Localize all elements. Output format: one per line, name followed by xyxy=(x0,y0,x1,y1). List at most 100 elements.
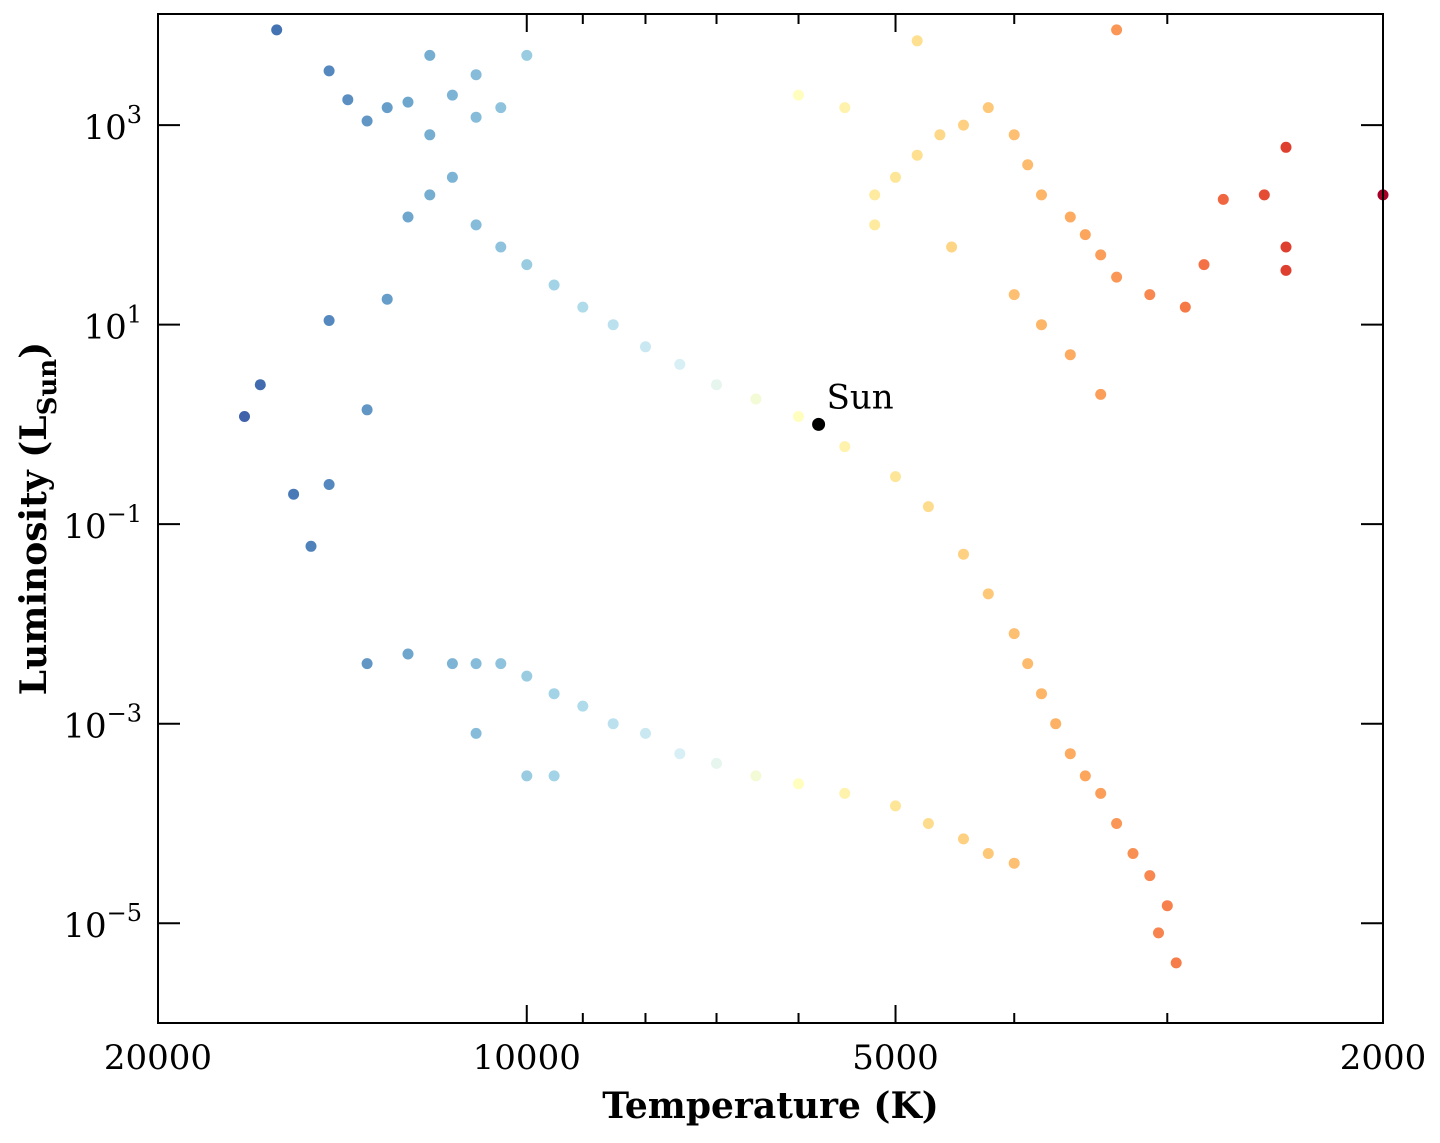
y-axis-title-main: Luminosity (L xyxy=(13,415,55,695)
star-point xyxy=(1170,957,1182,969)
x-tick-label: 20000 xyxy=(104,1038,212,1078)
star-point xyxy=(1111,271,1123,283)
y-axis-title: Luminosity (LSun) xyxy=(13,342,63,695)
star-point xyxy=(1036,189,1047,201)
star-point xyxy=(890,171,901,183)
star-point xyxy=(470,219,482,231)
plot-frame xyxy=(157,13,1384,1024)
star-point xyxy=(1022,159,1034,171)
star-point xyxy=(361,404,373,416)
star-point xyxy=(1036,688,1047,700)
star-point xyxy=(890,471,901,483)
star-point xyxy=(521,670,533,682)
star-point xyxy=(922,818,934,829)
star-point xyxy=(424,129,436,141)
star-point xyxy=(839,441,851,453)
y-axis-title-sub: Sun xyxy=(33,359,63,416)
y-tick-label: 101 xyxy=(83,301,142,348)
x-tick-label: 2000 xyxy=(1340,1038,1427,1078)
star-point xyxy=(323,315,335,326)
star-point xyxy=(323,65,335,77)
scatter-points xyxy=(239,24,1389,969)
star-point xyxy=(1144,870,1156,882)
star-point xyxy=(640,341,651,353)
star-point xyxy=(1111,24,1123,36)
star-point xyxy=(1095,249,1107,261)
star-point xyxy=(1008,857,1020,869)
star-point xyxy=(521,259,533,271)
star-point xyxy=(288,488,300,500)
star-point xyxy=(1095,787,1107,799)
x-axis-title: Temperature (K) xyxy=(602,1085,939,1127)
star-point xyxy=(402,96,414,108)
star-point xyxy=(890,800,901,812)
star-point xyxy=(1022,658,1034,670)
star-point xyxy=(640,727,651,739)
star-point xyxy=(674,748,686,760)
star-point xyxy=(1008,289,1020,301)
star-point xyxy=(869,219,881,231)
star-point xyxy=(495,241,507,253)
star-point xyxy=(793,411,804,422)
star-point xyxy=(982,848,994,859)
star-point xyxy=(911,35,923,47)
star-point xyxy=(521,49,533,61)
star-point xyxy=(674,358,686,370)
star-point xyxy=(1050,718,1062,730)
star-point xyxy=(424,49,436,61)
star-point xyxy=(323,479,335,490)
star-point xyxy=(1079,770,1091,782)
axis-ticks: 20000 10000 5000 2000 103 101 10−1 10−3 10−5 xyxy=(63,14,1426,1078)
star-point xyxy=(470,69,482,81)
star-point xyxy=(711,379,722,391)
star-point xyxy=(446,89,458,101)
star-point xyxy=(548,770,560,782)
star-point xyxy=(1127,848,1139,859)
star-point xyxy=(495,102,507,114)
star-point xyxy=(607,319,619,331)
star-point xyxy=(1153,927,1164,939)
star-point xyxy=(402,211,414,223)
star-point xyxy=(750,393,762,405)
x-tick-label: 10000 xyxy=(473,1038,581,1078)
star-point xyxy=(521,770,533,782)
star-point xyxy=(1280,141,1292,153)
star-point xyxy=(1280,264,1292,276)
star-point xyxy=(1144,289,1156,301)
star-point xyxy=(711,757,722,769)
star-point xyxy=(982,102,994,114)
star-point xyxy=(934,129,946,141)
star-point xyxy=(254,379,266,391)
y-tick-label: 10−1 xyxy=(63,500,142,547)
x-tick-label: 5000 xyxy=(852,1038,939,1078)
star-point xyxy=(342,94,354,106)
star-point xyxy=(793,778,804,790)
star-point xyxy=(446,658,458,670)
star-point xyxy=(1179,301,1191,313)
star-point xyxy=(424,189,436,201)
sun-annotation: Sun xyxy=(812,377,894,431)
star-point xyxy=(548,688,560,700)
star-point xyxy=(495,658,507,670)
star-point xyxy=(1217,193,1229,205)
star-point xyxy=(470,658,482,670)
star-point xyxy=(922,501,934,513)
star-point xyxy=(1008,129,1020,141)
star-point xyxy=(982,588,994,600)
star-point xyxy=(1079,229,1091,241)
star-point xyxy=(839,787,851,799)
star-point xyxy=(271,24,283,36)
y-tick-label: 10−5 xyxy=(63,899,142,946)
y-tick-label: 10−3 xyxy=(63,700,142,747)
star-point xyxy=(958,119,969,131)
star-point xyxy=(750,770,762,782)
star-point xyxy=(1008,628,1020,640)
star-point xyxy=(839,102,851,114)
star-point xyxy=(793,89,804,101)
star-point xyxy=(470,111,482,123)
sun-marker xyxy=(812,417,826,431)
star-point xyxy=(1198,259,1210,271)
star-point xyxy=(381,102,393,114)
star-point xyxy=(958,833,969,845)
star-point xyxy=(911,149,923,161)
